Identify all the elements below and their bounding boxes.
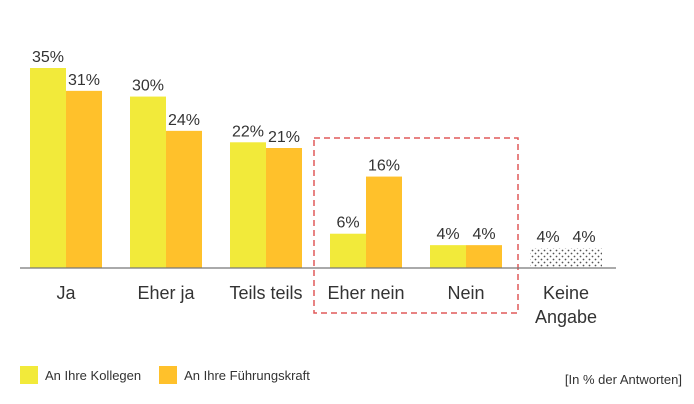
bar-fuehrungskraft-2 <box>266 148 302 268</box>
bar-fuehrungskraft-5 <box>566 248 602 268</box>
category-label-2: Teils teils <box>229 283 302 303</box>
data-label-fuehrungskraft-4: 4% <box>472 226 495 243</box>
data-label-kollegen-4: 4% <box>436 226 459 243</box>
legend: An Ihre Kollegen An Ihre Führungskraft <box>20 366 328 384</box>
data-label-fuehrungskraft-5: 4% <box>572 229 595 246</box>
legend-item-fuehrungskraft: An Ihre Führungskraft <box>159 366 310 384</box>
legend-swatch-fuehrungskraft <box>159 366 178 384</box>
category-label-5-line-1: Angabe <box>535 307 597 327</box>
category-label-4: Nein <box>447 283 484 303</box>
data-label-kollegen-2: 22% <box>232 123 264 140</box>
bar-fuehrungskraft-4 <box>466 245 502 268</box>
data-label-kollegen-1: 30% <box>132 78 164 95</box>
bar-kollegen-2 <box>230 142 266 268</box>
category-label-0: Ja <box>56 283 76 303</box>
data-label-fuehrungskraft-0: 31% <box>68 72 100 89</box>
bar-kollegen-5 <box>530 248 566 268</box>
legend-label-fuehrungskraft: An Ihre Führungskraft <box>184 367 310 383</box>
bar-kollegen-3 <box>330 233 366 268</box>
units-note: [In % der Antworten] <box>564 372 682 387</box>
legend-label-kollegen: An Ihre Kollegen <box>45 367 142 383</box>
highlight-box <box>313 137 519 314</box>
bar-kollegen-4 <box>430 245 466 268</box>
data-label-fuehrungskraft-1: 24% <box>168 112 200 129</box>
category-label-3: Eher nein <box>327 283 404 303</box>
data-label-kollegen-0: 35% <box>32 49 64 66</box>
category-label-5-line-0: Keine <box>543 283 589 303</box>
data-label-kollegen-3: 6% <box>336 215 359 232</box>
data-label-fuehrungskraft-2: 21% <box>268 129 300 146</box>
bar-fuehrungskraft-1 <box>166 130 202 268</box>
bar-fuehrungskraft-3 <box>366 176 402 268</box>
data-label-kollegen-5: 4% <box>536 229 559 246</box>
data-label-fuehrungskraft-3: 16% <box>368 158 400 175</box>
bar-fuehrungskraft-0 <box>66 90 102 268</box>
legend-item-kollegen: An Ihre Kollegen <box>20 366 141 384</box>
bar-kollegen-0 <box>30 68 66 268</box>
legend-swatch-kollegen <box>20 366 38 384</box>
bar-kollegen-1 <box>130 96 166 268</box>
category-label-1: Eher ja <box>137 283 195 303</box>
